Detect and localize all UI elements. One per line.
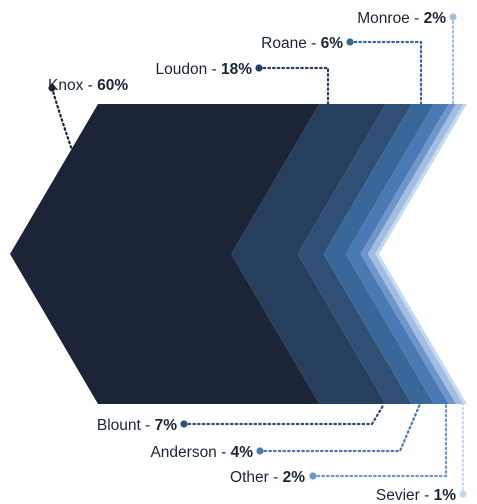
label-value-sevier: 1%: [434, 487, 457, 504]
label-sevier: Sevier - 1%: [376, 487, 456, 504]
chart-segments: [10, 104, 467, 404]
label-value-roane: 6%: [321, 35, 344, 52]
leader-line-loudon: [257, 66, 330, 106]
chart-labels: Knox - 60% Loudon - 18% Blount - 7% Roane -…: [48, 10, 456, 504]
leader-dot-roane: [346, 38, 354, 46]
label-anderson: Anderson - 4%: [150, 444, 253, 461]
label-roane: Roane - 6%: [261, 35, 343, 52]
label-other: Other - 2%: [230, 469, 305, 486]
leader-dot-loudon: [255, 64, 263, 72]
label-value-loudon: 18%: [221, 61, 252, 78]
label-value-other: 2%: [283, 469, 306, 486]
label-knox: Knox - 60%: [48, 77, 128, 94]
leader-dot-sevier: [459, 490, 467, 498]
label-name-sevier: Sevier -: [376, 487, 434, 504]
label-name-anderson: Anderson -: [150, 444, 230, 461]
leader-lines: [48, 13, 467, 498]
leader-line-blount: [182, 402, 386, 426]
segment-roane: [323, 104, 434, 404]
leader-line-other: [311, 402, 448, 478]
leader-line-roane: [348, 40, 423, 106]
leader-line-knox: [50, 86, 74, 152]
label-value-blount: 7%: [155, 417, 178, 434]
leader-dot-other: [309, 472, 317, 480]
segment-blount: [297, 104, 412, 404]
label-value-knox: 60%: [97, 77, 128, 94]
label-name-loudon: Loudon -: [155, 61, 221, 78]
label-name-knox: Knox -: [48, 77, 97, 94]
label-name-monroe: Monroe -: [357, 10, 423, 27]
label-name-roane: Roane -: [261, 35, 320, 52]
label-monroe: Monroe - 2%: [357, 10, 446, 27]
leader-dot-knox: [48, 84, 56, 92]
leader-dot-blount: [180, 420, 188, 428]
leader-dot-anderson: [256, 447, 264, 455]
segment-knox: [10, 104, 320, 404]
leader-line-anderson: [258, 402, 422, 453]
segment-loudon: [231, 104, 386, 404]
label-blount: Blount - 7%: [97, 417, 177, 434]
label-name-blount: Blount -: [97, 417, 155, 434]
label-loudon: Loudon - 18%: [155, 61, 252, 78]
label-name-other: Other -: [230, 469, 283, 486]
label-value-anderson: 4%: [231, 444, 254, 461]
leader-dot-monroe: [449, 13, 457, 21]
label-value-monroe: 2%: [424, 10, 447, 27]
